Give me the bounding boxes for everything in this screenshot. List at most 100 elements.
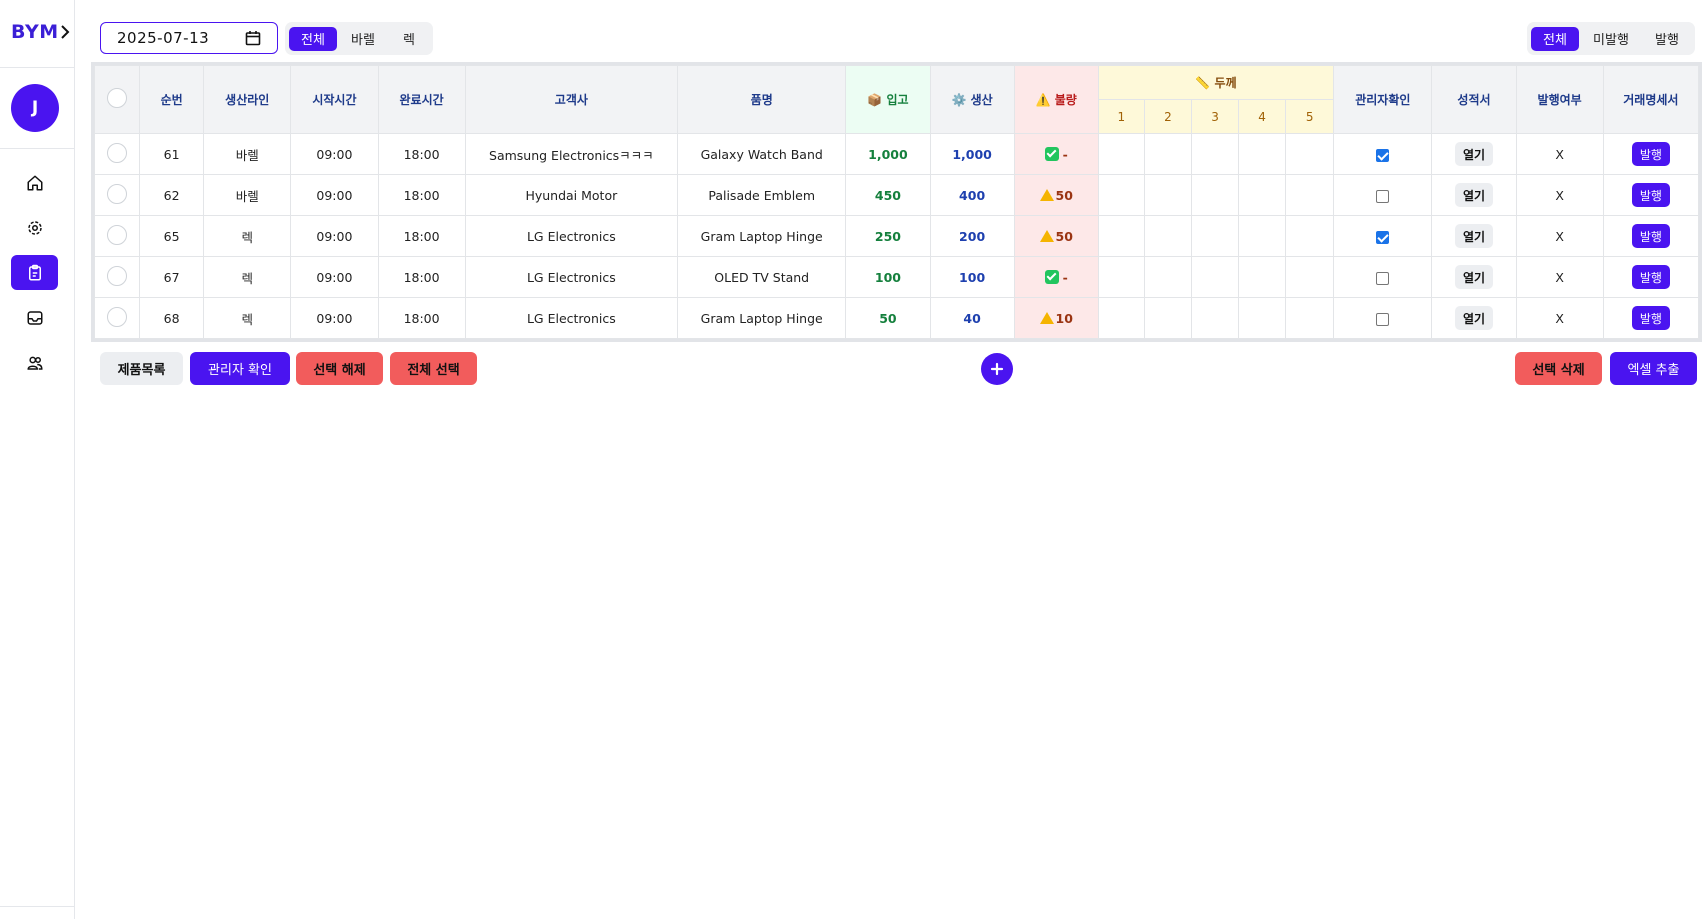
cell-line: 바렐 [203,174,292,216]
issue-invoice-button[interactable]: 발행 [1631,265,1670,289]
cell-thickness-1[interactable] [1097,133,1145,175]
admin-check-checkbox[interactable] [1376,271,1390,285]
product-list-button[interactable]: 제품목록 [100,352,183,385]
cell-seq: 62 [139,174,205,216]
select-all-header[interactable] [93,65,141,134]
sidebar-item-settings[interactable] [11,210,58,245]
cell-thickness-5[interactable] [1285,297,1335,339]
admin-confirm-button[interactable]: 관리자 확인 [190,352,290,385]
cell-thickness-2[interactable] [1143,174,1192,216]
cell-thickness-4[interactable] [1238,297,1287,339]
cell-thickness-2[interactable] [1143,133,1192,175]
open-report-button[interactable]: 열기 [1454,306,1494,330]
row-select-cell[interactable] [93,174,141,216]
cell-thickness-3[interactable] [1190,174,1240,216]
admin-check-checkbox[interactable] [1376,230,1390,244]
cell-thickness-5[interactable] [1285,215,1335,257]
cell-thickness-3[interactable] [1190,256,1240,298]
line-filter-all[interactable]: 전체 [289,26,337,51]
admin-check-checkbox[interactable] [1376,148,1390,162]
inbox-icon [27,310,42,325]
cell-thickness-2[interactable] [1143,215,1192,257]
issue-invoice-button[interactable]: 발행 [1631,142,1670,166]
row-select-checkbox[interactable] [107,183,128,204]
cell-defect: 10 [1013,297,1099,339]
select-all-button[interactable]: 전체 선택 [390,352,477,385]
issue-filter-all[interactable]: 전체 [1531,26,1579,51]
cell-invoice: 발행 [1602,174,1700,216]
cell-end: 18:00 [377,215,466,257]
open-report-button[interactable]: 열기 [1454,142,1494,166]
header-thickness-1: 1 [1097,99,1145,134]
row-select-checkbox[interactable] [107,142,128,163]
line-filter-barrel[interactable]: 바렐 [351,33,375,48]
sidebar-item-home[interactable] [11,165,58,200]
brand-logo[interactable]: BYM [11,20,59,44]
date-input[interactable]: 2025-07-13 [100,22,278,54]
cell-thickness-1[interactable] [1097,174,1145,216]
cell-thickness-1[interactable] [1097,215,1145,257]
select-all-checkbox[interactable] [107,88,128,108]
delete-selected-button[interactable]: 선택 삭제 [1515,352,1602,385]
cell-thickness-5[interactable] [1285,256,1335,298]
row-select-cell[interactable] [93,297,141,339]
cell-seq: 65 [139,215,205,257]
issue-invoice-button[interactable]: 발행 [1631,224,1670,248]
open-report-button[interactable]: 열기 [1454,224,1494,248]
cell-issued: X [1515,215,1604,257]
cell-thickness-3[interactable] [1190,133,1240,175]
cell-thickness-2[interactable] [1143,256,1192,298]
row-select-cell[interactable] [93,256,141,298]
cell-thickness-4[interactable] [1238,256,1287,298]
excel-export-button[interactable]: 엑셀 추출 [1610,352,1697,385]
cell-product: Galaxy Watch Band [677,133,847,175]
deselect-button[interactable]: 선택 해제 [296,352,383,385]
cell-report: 열기 [1431,297,1517,339]
cell-thickness-4[interactable] [1238,215,1287,257]
add-row-button[interactable] [981,353,1013,385]
avatar[interactable]: J [11,84,59,132]
header-product: 품명 [677,65,847,134]
cell-thickness-1[interactable] [1097,297,1145,339]
row-select-cell[interactable] [93,133,141,175]
calendar-icon[interactable] [245,30,261,46]
issue-invoice-button[interactable]: 발행 [1631,306,1670,330]
cell-thickness-3[interactable] [1190,297,1240,339]
cell-thickness-2[interactable] [1143,297,1192,339]
row-select-cell[interactable] [93,215,141,257]
sidebar-item-users[interactable] [11,345,58,380]
sidebar-divider [0,906,75,907]
cell-thickness-4[interactable] [1238,174,1287,216]
cell-product: Palisade Emblem [677,174,847,216]
header-invoice: 거래명세서 [1602,65,1700,134]
chevron-right-icon[interactable] [57,22,73,42]
cell-thickness-5[interactable] [1285,174,1335,216]
sidebar-item-production[interactable] [11,255,58,290]
cell-production: 400 [929,174,1015,216]
sidebar-item-inbox[interactable] [11,300,58,335]
cell-seq: 67 [139,256,205,298]
header-thickness: 📏 두께 [1097,65,1335,100]
open-report-button[interactable]: 열기 [1454,265,1494,289]
cell-end: 18:00 [377,133,466,175]
open-report-button[interactable]: 열기 [1454,183,1494,207]
cell-thickness-1[interactable] [1097,256,1145,298]
admin-check-checkbox[interactable] [1376,312,1390,326]
issue-invoice-button[interactable]: 발행 [1631,183,1670,207]
cell-issued: X [1515,297,1604,339]
cell-thickness-4[interactable] [1238,133,1287,175]
table-row: 67 렉 09:00 18:00 LG Electronics OLED TV Stand… [93,256,1700,298]
defect-value: - [1062,146,1068,162]
issue-filter-unissued[interactable]: 미발행 [1593,33,1629,48]
line-filter-rack[interactable]: 렉 [403,33,415,48]
row-select-checkbox[interactable] [107,265,128,286]
row-select-checkbox[interactable] [107,306,128,327]
admin-check-checkbox[interactable] [1376,189,1390,203]
cell-thickness-5[interactable] [1285,133,1335,175]
cell-incoming: 100 [845,256,931,298]
issue-filter-issued[interactable]: 발행 [1655,33,1679,48]
cell-incoming: 50 [845,297,931,339]
gear-icon [27,220,42,235]
cell-thickness-3[interactable] [1190,215,1240,257]
row-select-checkbox[interactable] [107,224,128,245]
